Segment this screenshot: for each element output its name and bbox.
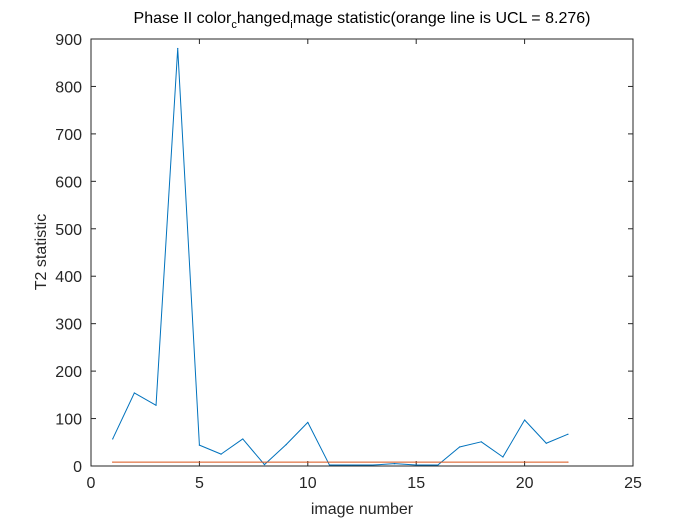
data-point <box>112 438 114 440</box>
data-point <box>480 441 482 443</box>
series-layer <box>112 47 569 466</box>
data-point <box>220 453 222 455</box>
y-axis-label: T2 statistic <box>33 214 50 290</box>
y-tick-label: 300 <box>55 317 82 334</box>
x-tick-label: 0 <box>87 475 96 492</box>
x-axis-label: image number <box>311 501 414 518</box>
x-tick-label: 15 <box>407 475 425 492</box>
data-point <box>155 404 157 406</box>
y-tick-label: 800 <box>55 79 82 96</box>
data-point <box>372 464 374 466</box>
x-tick-label: 10 <box>299 475 317 492</box>
x-tick-label: 5 <box>195 475 204 492</box>
x-tick-label: 25 <box>624 475 642 492</box>
axis-ticks: 0 5 10 15 20 25 0 100 200 300 400 500 600 700 800 900 <box>55 32 642 492</box>
y-tick-label: 400 <box>55 269 82 286</box>
y-tick-label: 500 <box>55 222 82 239</box>
ucl-point <box>567 461 569 463</box>
data-point <box>328 464 331 466</box>
data-point <box>393 463 396 465</box>
data-point <box>133 392 135 394</box>
data-point <box>524 419 526 421</box>
y-tick-label: 900 <box>55 32 82 49</box>
y-tick-label: 600 <box>55 174 82 191</box>
y-tick-label: 700 <box>55 127 82 144</box>
data-point <box>307 421 309 423</box>
chart-title: Phase II colorchangedimage statistic(ora… <box>134 10 591 31</box>
series-line-t2-statistic <box>112 47 569 466</box>
plot-area <box>90 38 634 467</box>
data-point <box>177 47 179 50</box>
data-point <box>285 444 287 446</box>
y-tick-label: 200 <box>55 364 82 381</box>
data-point <box>350 464 352 466</box>
ucl-point <box>112 461 114 463</box>
data-point <box>545 442 547 444</box>
data-point <box>567 433 569 435</box>
data-point <box>437 464 439 466</box>
data-point <box>198 444 200 446</box>
data-point <box>415 464 417 466</box>
y-tick-label: 0 <box>73 459 82 476</box>
x-tick-label: 20 <box>516 475 534 492</box>
y-tick-label: 100 <box>55 412 82 429</box>
data-point <box>242 438 244 440</box>
data-point <box>502 456 504 458</box>
data-point <box>458 446 461 448</box>
data-point <box>263 463 266 466</box>
